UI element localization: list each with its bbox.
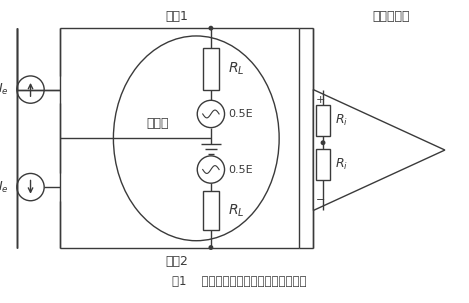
Text: 电极1: 电极1 <box>166 10 188 23</box>
Text: 图1    电流源附加激励下电极等效回路图: 图1 电流源附加激励下电极等效回路图 <box>172 275 306 288</box>
Bar <box>316 149 330 180</box>
Text: 电极2: 电极2 <box>166 255 188 268</box>
Text: $R_i$: $R_i$ <box>335 157 348 172</box>
Text: 0.5E: 0.5E <box>228 109 253 119</box>
Text: $R_i$: $R_i$ <box>335 113 348 128</box>
Circle shape <box>208 26 213 31</box>
Bar <box>203 48 219 90</box>
Bar <box>203 191 219 230</box>
Circle shape <box>208 245 213 250</box>
Circle shape <box>321 140 325 145</box>
Bar <box>316 105 330 136</box>
Text: $I_e$: $I_e$ <box>0 82 8 97</box>
Text: 仪表放大器: 仪表放大器 <box>372 10 410 23</box>
Text: 0.5E: 0.5E <box>228 165 253 175</box>
Text: $R_L$: $R_L$ <box>228 60 245 77</box>
Text: $R_L$: $R_L$ <box>228 202 245 219</box>
Text: 传感器: 传感器 <box>146 117 168 130</box>
Text: $I_e$: $I_e$ <box>0 180 8 195</box>
Text: +: + <box>316 95 325 105</box>
Text: −: − <box>316 195 325 205</box>
